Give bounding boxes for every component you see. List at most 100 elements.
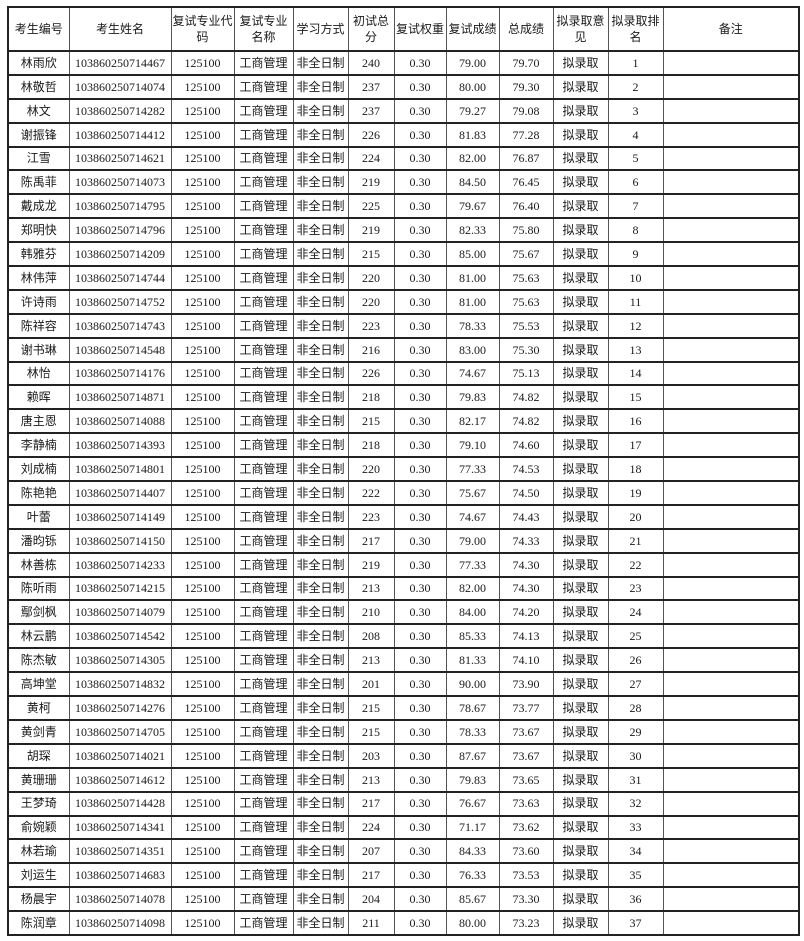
- cell-admission-opinion: 拟录取: [552, 336, 609, 363]
- cell-major-code: 125100: [170, 193, 235, 220]
- cell-retest-score: 77.33: [445, 456, 500, 483]
- cell-remark: [662, 288, 800, 315]
- table-row: 刘成楠 103860250714801 125100 工商管理 非全日制 220 0.30 7…: [7, 456, 800, 483]
- cell-candidate-name: 103860250714150: [68, 527, 172, 554]
- cell-major-code: 125100: [170, 121, 235, 148]
- cell-candidate-name: 103860250714612: [68, 766, 172, 793]
- cell-candidate-name: 103860250714233: [68, 551, 172, 578]
- cell-retest-weight: 0.30: [393, 97, 447, 124]
- cell-admission-rank: 32: [607, 790, 664, 817]
- cell-admission-opinion: 拟录取: [552, 169, 609, 196]
- cell-candidate-name: 103860250714412: [68, 121, 172, 148]
- cell-major-code: 125100: [170, 360, 235, 387]
- cell-remark: [662, 408, 800, 435]
- cell-initial-total-score: 201: [347, 671, 395, 698]
- cell-candidate-name: 103860250714215: [68, 575, 172, 602]
- cell-retest-score: 77.33: [445, 551, 500, 578]
- cell-admission-opinion: 拟录取: [552, 360, 609, 387]
- cell-initial-total-score: 224: [347, 145, 395, 172]
- cell-admission-opinion: 拟录取: [552, 766, 609, 793]
- cell-admission-opinion: 拟录取: [552, 241, 609, 268]
- cell-admission-rank: 2: [607, 73, 664, 100]
- cell-candidate-name: 103860250714744: [68, 265, 172, 291]
- cell-major-name: 工商管理: [233, 432, 294, 459]
- cell-admission-opinion: 拟录取: [552, 312, 609, 339]
- cell-remark: [662, 742, 800, 769]
- cell-major-name: 工商管理: [233, 910, 294, 936]
- table-row: 许诗雨 103860250714752 125100 工商管理 非全日制 220 0.30 8…: [7, 288, 800, 315]
- table-row: 戴成龙 103860250714795 125100 工商管理 非全日制 225 0.30 7…: [7, 193, 800, 220]
- cell-admission-opinion: 拟录取: [552, 551, 609, 578]
- cell-admission-rank: 27: [607, 671, 664, 698]
- table-row: 林云鹏 103860250714542 125100 工商管理 非全日制 208 0.30 8…: [7, 623, 800, 650]
- cell-candidate-id: 许诗雨: [7, 288, 70, 315]
- cell-admission-rank: 7: [607, 193, 664, 220]
- cell-remark: [662, 886, 800, 913]
- cell-candidate-name: 103860250714832: [68, 671, 172, 698]
- cell-total-score: 74.43: [498, 503, 554, 530]
- cell-major-code: 125100: [170, 671, 235, 698]
- cell-candidate-name: 103860250714282: [68, 97, 172, 124]
- table-row: 江雪 103860250714621 125100 工商管理 非全日制 224 0.30 82…: [7, 145, 800, 172]
- cell-major-code: 125100: [170, 288, 235, 315]
- cell-retest-weight: 0.30: [393, 695, 447, 721]
- cell-admission-opinion: 拟录取: [552, 97, 609, 124]
- cell-admission-rank: 15: [607, 384, 664, 411]
- cell-admission-rank: 36: [607, 886, 664, 913]
- cell-total-score: 75.53: [498, 312, 554, 339]
- cell-candidate-id: 林敬哲: [7, 73, 70, 100]
- cell-admission-opinion: 拟录取: [552, 217, 609, 244]
- cell-major-name: 工商管理: [233, 456, 294, 483]
- cell-major-name: 工商管理: [233, 336, 294, 363]
- cell-major-name: 工商管理: [233, 121, 294, 148]
- cell-total-score: 75.67: [498, 241, 554, 268]
- cell-admission-opinion: 拟录取: [552, 790, 609, 817]
- cell-major-code: 125100: [170, 217, 235, 244]
- cell-study-mode: 非全日制: [292, 623, 349, 650]
- cell-major-code: 125100: [170, 384, 235, 411]
- cell-candidate-name: 103860250714796: [68, 217, 172, 244]
- cell-admission-opinion: 拟录取: [552, 408, 609, 435]
- cell-remark: [662, 838, 800, 865]
- cell-retest-weight: 0.30: [393, 73, 447, 100]
- cell-remark: [662, 217, 800, 244]
- cell-admission-opinion: 拟录取: [552, 599, 609, 626]
- cell-candidate-name: 103860250714743: [68, 312, 172, 339]
- cell-retest-weight: 0.30: [393, 265, 447, 291]
- cell-admission-opinion: 拟录取: [552, 695, 609, 721]
- cell-retest-weight: 0.30: [393, 312, 447, 339]
- cell-admission-rank: 24: [607, 599, 664, 626]
- cell-candidate-name: 103860250714393: [68, 432, 172, 459]
- cell-candidate-id: 陈杰敏: [7, 647, 70, 674]
- column-header-major-code: 复试专业代码: [170, 6, 235, 52]
- cell-study-mode: 非全日制: [292, 647, 349, 674]
- cell-admission-opinion: 拟录取: [552, 121, 609, 148]
- column-header-remark: 备注: [662, 6, 800, 52]
- cell-study-mode: 非全日制: [292, 599, 349, 626]
- cell-retest-score: 76.67: [445, 790, 500, 817]
- table-row: 王梦琦 103860250714428 125100 工商管理 非全日制 217 0.30 7…: [7, 790, 800, 817]
- cell-retest-score: 79.27: [445, 97, 500, 124]
- cell-candidate-id: 郑明快: [7, 217, 70, 244]
- cell-study-mode: 非全日制: [292, 814, 349, 841]
- cell-initial-total-score: 215: [347, 695, 395, 721]
- cell-initial-total-score: 218: [347, 384, 395, 411]
- table-row: 鄢剑枫 103860250714079 125100 工商管理 非全日制 210 0.30 8…: [7, 599, 800, 626]
- cell-admission-rank: 33: [607, 814, 664, 841]
- table-row: 谢书琳 103860250714548 125100 工商管理 非全日制 216 0.30 8…: [7, 336, 800, 363]
- cell-candidate-id: 黄珊珊: [7, 766, 70, 793]
- cell-initial-total-score: 219: [347, 551, 395, 578]
- cell-retest-weight: 0.30: [393, 814, 447, 841]
- cell-major-code: 125100: [170, 838, 235, 865]
- cell-remark: [662, 312, 800, 339]
- cell-admission-opinion: 拟录取: [552, 50, 609, 76]
- cell-candidate-name: 103860250714149: [68, 503, 172, 530]
- cell-remark: [662, 718, 800, 745]
- cell-candidate-name: 103860250714621: [68, 145, 172, 172]
- cell-candidate-name: 103860250714467: [68, 50, 172, 76]
- cell-major-name: 工商管理: [233, 312, 294, 339]
- cell-major-code: 125100: [170, 312, 235, 339]
- cell-admission-rank: 19: [607, 480, 664, 506]
- cell-retest-score: 83.00: [445, 336, 500, 363]
- column-header-admission-opinion: 拟录取意见: [552, 6, 609, 52]
